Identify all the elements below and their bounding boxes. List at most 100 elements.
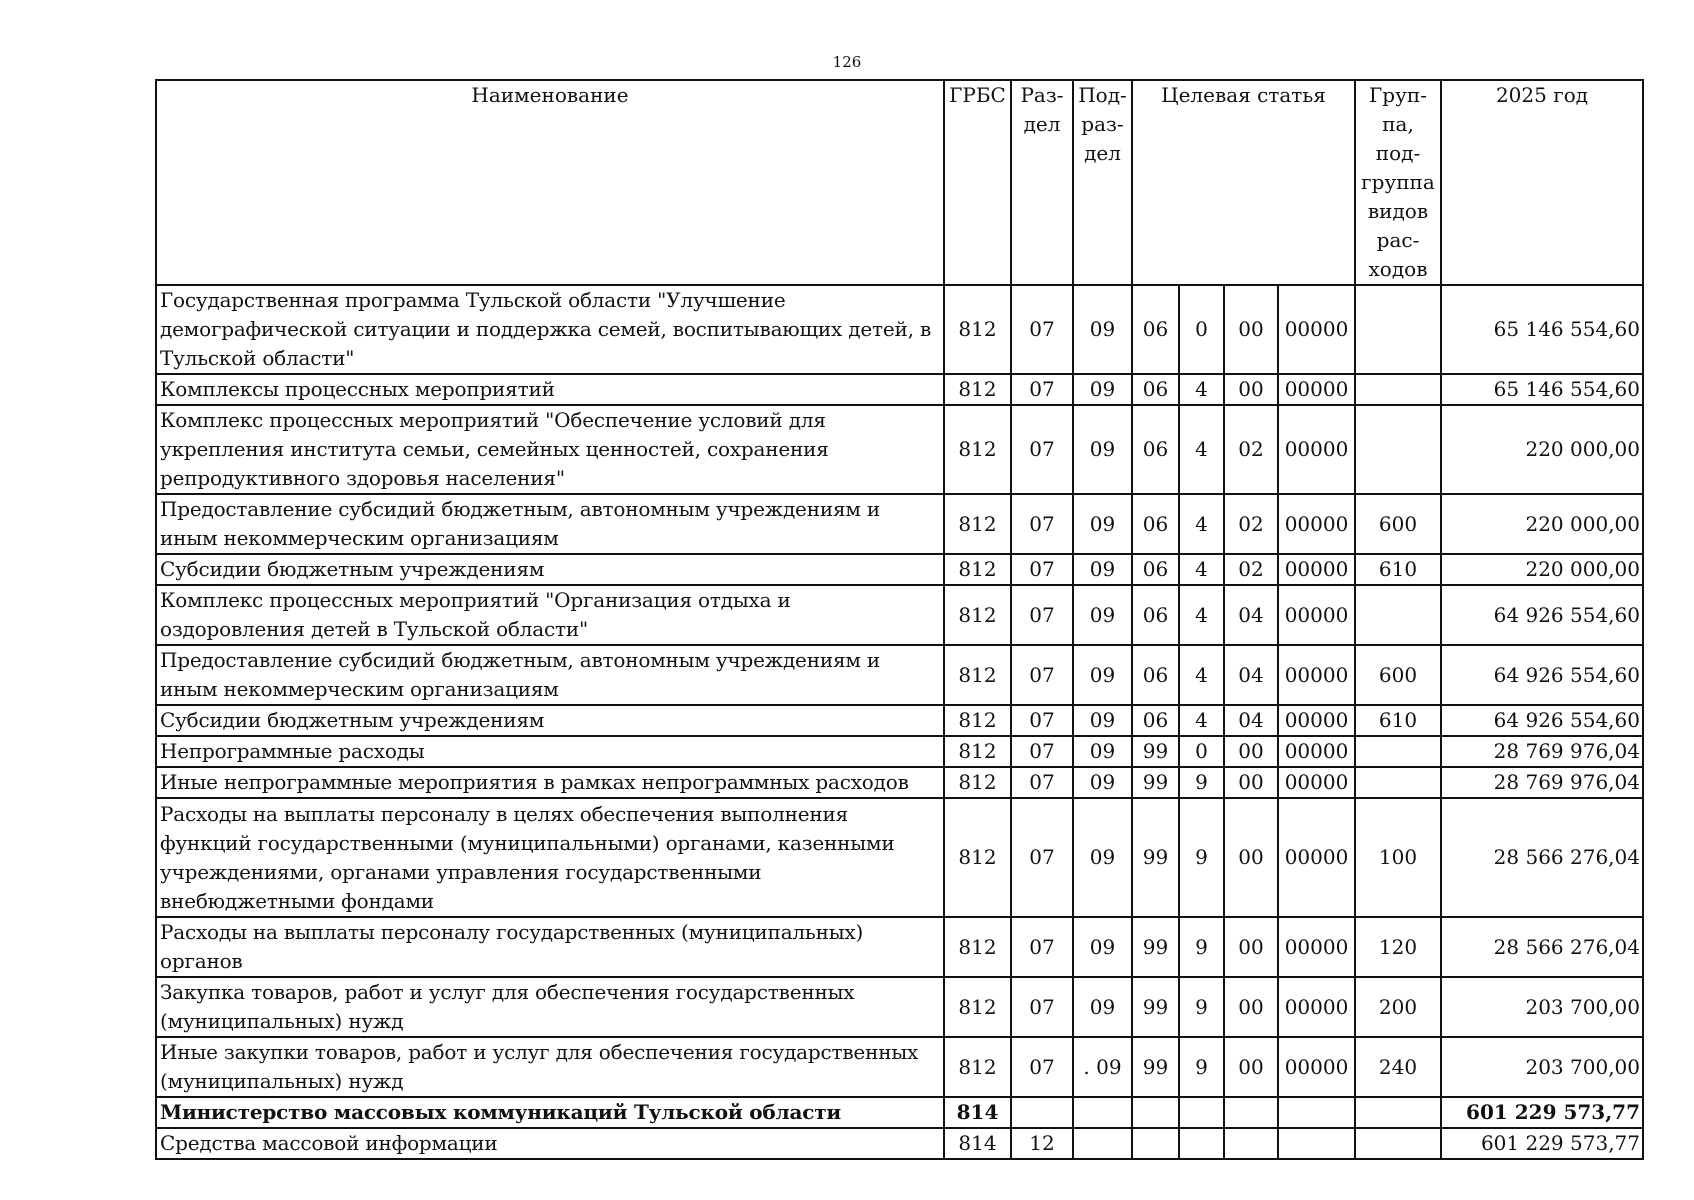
header-name: Наименование	[155, 79, 945, 286]
cell-vr	[1354, 1127, 1442, 1160]
cell-c2	[1178, 1127, 1225, 1160]
cell-c4: 00000	[1277, 584, 1356, 646]
cell-pr: . 09	[1072, 1036, 1133, 1098]
cell-pr: 09	[1072, 735, 1133, 768]
cell-pr: 09	[1072, 916, 1133, 978]
cell-grbs: 812	[943, 584, 1012, 646]
cell-vr: 120	[1354, 916, 1442, 978]
cell-name: Предоставление субсидий бюджетным, автон…	[155, 644, 945, 706]
cell-sum: 601 229 573,77	[1440, 1096, 1644, 1129]
cell-rz: 07	[1010, 797, 1074, 918]
cell-vr: 600	[1354, 644, 1442, 706]
cell-c4: 00000	[1277, 404, 1356, 495]
cell-c2: 4	[1178, 373, 1225, 406]
table-row: Комплексы процессных мероприятий 812 07 09 0…	[155, 373, 1644, 406]
cell-sum: 64 926 554,60	[1440, 704, 1644, 737]
cell-grbs: 812	[943, 404, 1012, 495]
cell-vr	[1354, 373, 1442, 406]
header-podrazdel: Под-раз-дел	[1072, 79, 1133, 286]
cell-c4	[1277, 1127, 1356, 1160]
cell-sum: 64 926 554,60	[1440, 584, 1644, 646]
cell-name: Комплекс процессных мероприятий "Обеспеч…	[155, 404, 945, 495]
header-year: 2025 год	[1440, 79, 1644, 286]
cell-pr: 09	[1072, 976, 1133, 1038]
table-row: Непрограммные расходы 812 07 09 99 0 00 00000 28…	[155, 735, 1644, 768]
cell-vr	[1354, 284, 1442, 375]
cell-vr	[1354, 766, 1442, 799]
cell-c3	[1223, 1096, 1279, 1129]
cell-c2: 0	[1178, 735, 1225, 768]
cell-rz: 07	[1010, 404, 1074, 495]
cell-c3: 00	[1223, 916, 1279, 978]
cell-c1: 06	[1131, 493, 1180, 555]
cell-c2: 4	[1178, 584, 1225, 646]
cell-rz: 07	[1010, 493, 1074, 555]
cell-c3: 02	[1223, 493, 1279, 555]
cell-rz: 07	[1010, 916, 1074, 978]
table-row: Комплекс процессных мероприятий "Организ…	[155, 584, 1644, 646]
table-row: Иные непрограммные мероприятия в рамках …	[155, 766, 1644, 799]
budget-table: Наименование ГРБС Раз-дел Под-раз-дел Це…	[155, 79, 1644, 1160]
table-row: Предоставление субсидий бюджетным, автон…	[155, 644, 1644, 706]
cell-rz: 07	[1010, 553, 1074, 586]
header-row: Наименование ГРБС Раз-дел Под-раз-дел Це…	[155, 79, 1644, 286]
cell-sum: 28 566 276,04	[1440, 797, 1644, 918]
cell-sum: 64 926 554,60	[1440, 644, 1644, 706]
cell-vr	[1354, 404, 1442, 495]
cell-vr	[1354, 584, 1442, 646]
cell-c2	[1178, 1096, 1225, 1129]
cell-grbs: 812	[943, 797, 1012, 918]
cell-pr: 09	[1072, 797, 1133, 918]
cell-c2: 9	[1178, 797, 1225, 918]
cell-c2: 4	[1178, 704, 1225, 737]
cell-pr: 09	[1072, 644, 1133, 706]
cell-c4: 00000	[1277, 553, 1356, 586]
cell-sum: 28 769 976,04	[1440, 766, 1644, 799]
cell-vr	[1354, 1096, 1442, 1129]
cell-grbs: 812	[943, 1036, 1012, 1098]
cell-vr: 610	[1354, 704, 1442, 737]
cell-c1: 06	[1131, 404, 1180, 495]
cell-rz: 12	[1010, 1127, 1074, 1160]
cell-pr	[1072, 1127, 1133, 1160]
cell-vr: 610	[1354, 553, 1442, 586]
cell-c4	[1277, 1096, 1356, 1129]
cell-c1: 06	[1131, 704, 1180, 737]
cell-rz: 07	[1010, 976, 1074, 1038]
cell-c1	[1131, 1127, 1180, 1160]
cell-name: Министерство массовых коммуникаций Тульс…	[155, 1096, 945, 1129]
cell-c3: 00	[1223, 766, 1279, 799]
cell-c1: 99	[1131, 1036, 1180, 1098]
cell-c2: 9	[1178, 976, 1225, 1038]
cell-sum: 203 700,00	[1440, 976, 1644, 1038]
cell-c1: 06	[1131, 553, 1180, 586]
cell-pr: 09	[1072, 584, 1133, 646]
cell-name: Комплекс процессных мероприятий "Организ…	[155, 584, 945, 646]
cell-name: Государственная программа Тульской облас…	[155, 284, 945, 375]
cell-sum: 65 146 554,60	[1440, 373, 1644, 406]
cell-rz	[1010, 1096, 1074, 1129]
cell-grbs: 812	[943, 916, 1012, 978]
cell-c3: 00	[1223, 284, 1279, 375]
cell-name: Комплексы процессных мероприятий	[155, 373, 945, 406]
cell-sum: 220 000,00	[1440, 493, 1644, 555]
cell-c4: 00000	[1277, 284, 1356, 375]
cell-sum: 65 146 554,60	[1440, 284, 1644, 375]
cell-grbs: 814	[943, 1096, 1012, 1129]
cell-grbs: 812	[943, 704, 1012, 737]
cell-rz: 07	[1010, 735, 1074, 768]
cell-c3: 04	[1223, 584, 1279, 646]
cell-c4: 00000	[1277, 766, 1356, 799]
cell-name: Расходы на выплаты персоналу государстве…	[155, 916, 945, 978]
cell-rz: 07	[1010, 1036, 1074, 1098]
cell-grbs: 812	[943, 644, 1012, 706]
cell-c4: 00000	[1277, 1036, 1356, 1098]
cell-pr	[1072, 1096, 1133, 1129]
cell-c1: 99	[1131, 916, 1180, 978]
cell-vr: 200	[1354, 976, 1442, 1038]
cell-c3: 02	[1223, 553, 1279, 586]
table-row: Комплекс процессных мероприятий "Обеспеч…	[155, 404, 1644, 495]
cell-c4: 00000	[1277, 916, 1356, 978]
header-grbs: ГРБС	[943, 79, 1012, 286]
cell-pr: 09	[1072, 284, 1133, 375]
